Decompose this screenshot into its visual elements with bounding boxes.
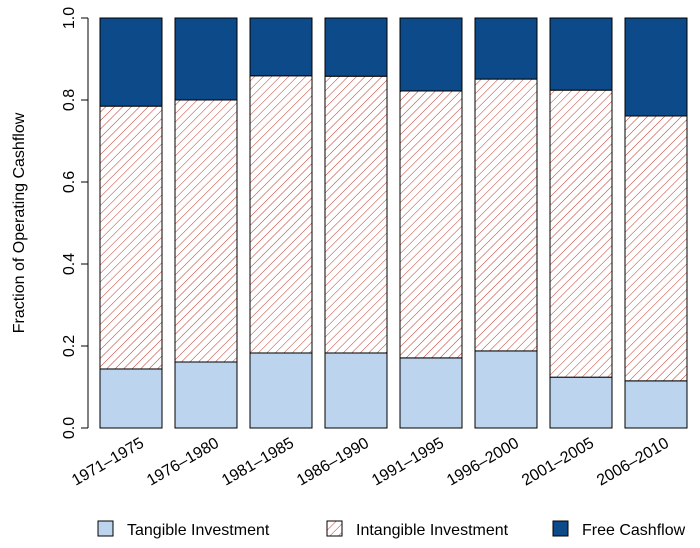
bar-segment xyxy=(174,99,238,363)
y-tick-label: 0.2 xyxy=(61,335,78,357)
bar-segment xyxy=(249,75,313,354)
y-axis-label: Fraction of Operating Cashflow xyxy=(11,112,28,333)
bar-segment xyxy=(624,115,688,382)
legend-swatch xyxy=(97,520,114,537)
x-tick-label: 1976–1980 xyxy=(144,435,222,490)
bar-segment xyxy=(324,17,388,77)
bar-segment xyxy=(399,357,463,429)
legend-item: Tangible Investment xyxy=(97,520,270,539)
y-tick-label: 0.6 xyxy=(61,171,78,193)
bar-segment xyxy=(174,17,238,101)
x-tick-label: 1981–1985 xyxy=(219,435,297,490)
bar-segment xyxy=(474,17,538,80)
bar-segment xyxy=(99,105,163,370)
legend-item: Free Cashflow xyxy=(552,520,686,539)
bar-segment xyxy=(549,376,613,429)
y-tick-label: 0.4 xyxy=(61,253,78,275)
bar-segment xyxy=(549,17,613,91)
bar-segment xyxy=(624,380,688,429)
x-tick-label: 1971–1975 xyxy=(69,435,147,490)
legend-label: Free Cashflow xyxy=(582,522,686,539)
bar-segment xyxy=(99,17,163,107)
x-tick-label: 1996–2000 xyxy=(444,435,522,490)
x-tick-label: 1986–1990 xyxy=(294,435,372,490)
bar-segment xyxy=(249,17,313,77)
bar-segment xyxy=(324,75,388,354)
x-tick-label: 2006–2010 xyxy=(594,435,672,490)
bar-segment xyxy=(549,89,613,378)
x-tick-label: 1991–1995 xyxy=(369,435,447,490)
bar-segment xyxy=(174,361,238,429)
y-tick-label: 0.0 xyxy=(61,417,78,439)
bar-segment xyxy=(399,90,463,359)
legend-item: Intangible Investment xyxy=(326,520,509,539)
bar-segment xyxy=(324,352,388,429)
legend-swatch xyxy=(326,520,343,537)
x-tick-label: 2001–2005 xyxy=(519,435,597,490)
bar-segment xyxy=(249,352,313,429)
y-tick-label: 1.0 xyxy=(61,7,78,29)
bar-segment xyxy=(99,368,163,429)
legend-swatch xyxy=(552,520,569,537)
bar-segment xyxy=(474,350,538,429)
bar-segment xyxy=(474,78,538,352)
bar-segment xyxy=(624,17,688,117)
bar-segment xyxy=(399,17,463,92)
legend-label: Intangible Investment xyxy=(356,522,509,539)
legend-label: Tangible Investment xyxy=(127,522,270,539)
y-tick-label: 0.8 xyxy=(61,89,78,111)
